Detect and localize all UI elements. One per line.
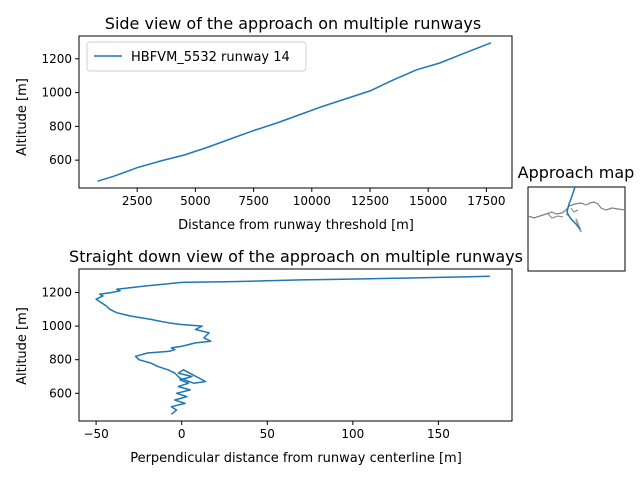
side-view-axes-frame [78,35,513,189]
side-view-x-tick-label: 15000 [409,194,447,208]
side-view-legend: HBFVM_5532 runway 14 [86,41,307,72]
side-view-x-tick-label: 12500 [351,194,389,208]
side-view-y-tick-label: 600 [49,153,72,167]
down-view-title: Straight down view of the approach on mu… [69,247,523,266]
side-view-xlabel: Distance from runway threshold [m] [178,218,414,233]
down-view-ylabel: Altitude [m] [15,307,30,385]
down-view-x-tick-label: 150 [427,427,450,441]
side-view-axes: 2500 5000 7500 10000 12500 15000 17500 600 800 10… [41,35,513,208]
coastline [527,201,626,219]
down-view-y-tick-label: 1200 [41,286,72,300]
down-view-series-line [95,275,490,415]
legend-frame [86,41,307,72]
legend-entry: HBFVM_5532 runway 14 [131,50,290,65]
approach-map-title: Approach map [518,163,635,182]
side-view-y-tick-label: 800 [49,119,72,133]
approach-track [566,186,581,230]
side-view-series-line [97,42,492,182]
down-view-x-tick-label: 0 [178,427,186,441]
down-view-plot-area [95,275,490,415]
side-view-title: Side view of the approach on multiple ru… [105,14,481,33]
side-view-x-tick-label: 5000 [180,194,211,208]
down-view-y-tick-label: 1000 [41,319,72,333]
down-view-xlabel: Perpendicular distance from runway cente… [130,451,462,466]
down-view-axes-frame [78,268,513,422]
down-view-axes: −50 0 50 100 150 600 800 1000 1200 [41,268,513,441]
side-view-ylabel: Altitude [m] [15,78,30,156]
down-view-x-tick-label: −50 [83,427,108,441]
down-view-x-tick-label: 100 [341,427,364,441]
side-view-y-tick-label: 1200 [41,52,72,66]
side-view-chart: Side view of the approach on multiple ru… [15,14,513,233]
side-view-x-tick-label: 10000 [293,194,331,208]
down-view-chart: Straight down view of the approach on mu… [15,247,523,466]
runway-line [575,218,582,233]
side-view-y-tick-label: 1000 [41,86,72,100]
approach-map-frame [527,186,626,272]
side-view-x-tick-label: 17500 [467,194,505,208]
down-view-y-tick-label: 600 [49,386,72,400]
down-view-x-tick-label: 50 [260,427,275,441]
down-view-y-tick-label: 800 [49,353,72,367]
side-view-x-tick-label: 7500 [238,194,269,208]
side-view-x-tick-label: 2500 [122,194,153,208]
approach-map: Approach map [518,163,635,272]
side-view-plot-area [97,42,492,182]
